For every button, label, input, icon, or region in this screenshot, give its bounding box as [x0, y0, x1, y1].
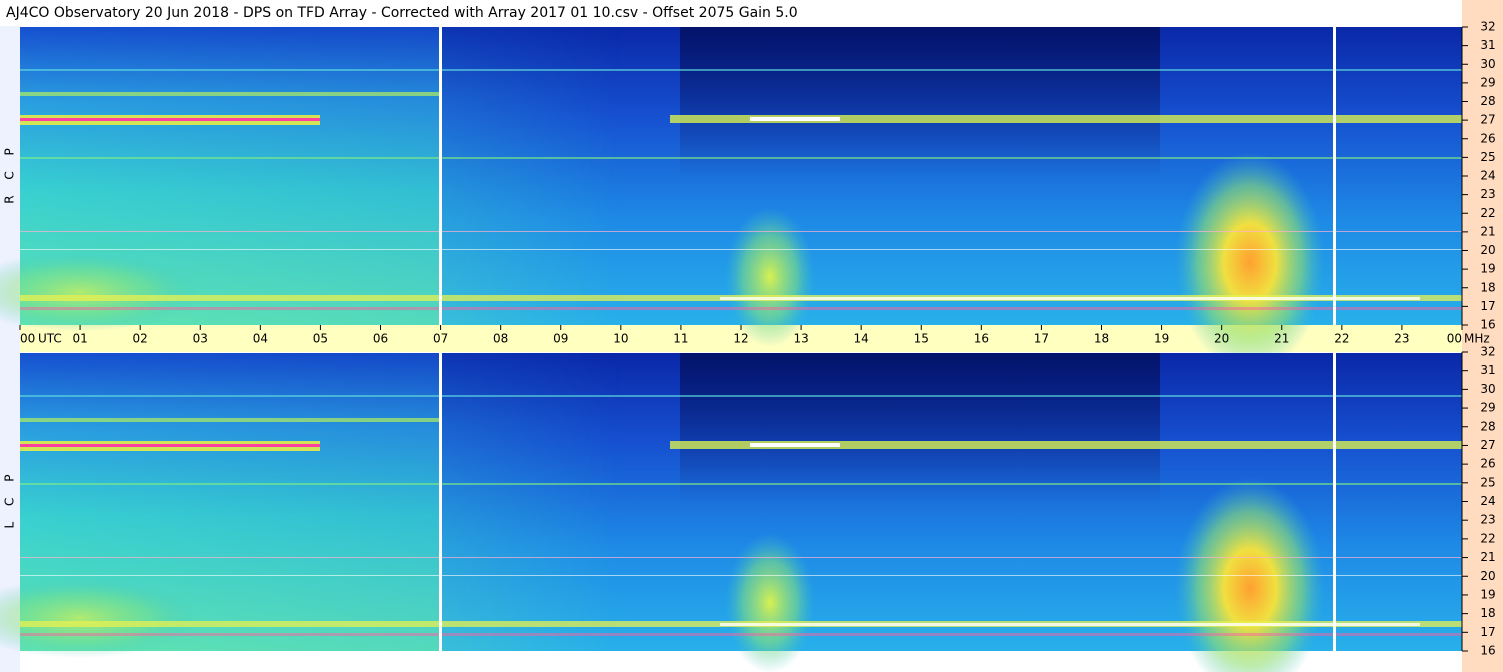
y-tick-label: 29: [1480, 75, 1495, 89]
x-tick-label: 10: [613, 332, 628, 346]
chart-title: AJ4CO Observatory 20 Jun 2018 - DPS on T…: [6, 5, 798, 21]
x-tick-label: 08: [493, 332, 508, 346]
y-tick-label: 24: [1480, 494, 1495, 508]
y-tick-label: 27: [1480, 438, 1495, 452]
y-tick-label: 26: [1480, 131, 1495, 145]
y-tick-label: 28: [1480, 419, 1495, 433]
y-tick-label: 32: [1480, 20, 1495, 34]
x-tick-label: 12: [733, 332, 748, 346]
y-tick-label: 31: [1480, 38, 1495, 52]
y-tick-label: 17: [1480, 299, 1495, 313]
x-tick-label: 06: [373, 332, 388, 346]
y-tick-label: 20: [1480, 243, 1495, 257]
panel-label: L C P: [3, 475, 17, 529]
y-tick-label: 30: [1480, 382, 1495, 396]
y-tick-label: 17: [1480, 625, 1495, 639]
y-tick-label: 21: [1480, 550, 1495, 564]
y-tick-label: 24: [1480, 169, 1495, 183]
x-tick-label: 17: [1034, 332, 1049, 346]
x-tick-label: 14: [854, 332, 869, 346]
y-tick-label: 27: [1480, 113, 1495, 127]
panel-label: R C P: [3, 148, 17, 204]
y-tick-label: 22: [1480, 206, 1495, 220]
y-tick-label: 26: [1480, 457, 1495, 471]
y-tick-label: 20: [1480, 569, 1495, 583]
y-tick-label: 25: [1480, 475, 1495, 489]
y-tick-label: 30: [1480, 57, 1495, 71]
x-tick-label: 21: [1274, 332, 1289, 346]
y-tick-label: 19: [1480, 262, 1495, 276]
y-tick-label: 18: [1480, 280, 1495, 294]
x-tick-label: 16: [974, 332, 989, 346]
y-tick-label: 21: [1480, 224, 1495, 238]
x-tick-label: 09: [553, 332, 568, 346]
y-tick-label: 16: [1480, 644, 1495, 658]
x-tick-label: 07: [433, 332, 448, 346]
x-tick-label: 05: [313, 332, 328, 346]
x-tick-label: 19: [1154, 332, 1169, 346]
x-tick-label: 03: [193, 332, 208, 346]
x-tick-label: 01: [72, 332, 87, 346]
y-tick-label: 31: [1480, 363, 1495, 377]
x-tick-label: 22: [1334, 332, 1349, 346]
y-axis-label: MHz: [1464, 332, 1490, 346]
x-tick-label: 00: [1447, 332, 1462, 346]
x-tick-label: 15: [914, 332, 929, 346]
x-tick-label: 23: [1394, 332, 1409, 346]
x-axis-label: UTC: [38, 332, 62, 346]
y-tick-label: 23: [1480, 513, 1495, 527]
x-tick-label: 18: [1094, 332, 1109, 346]
x-tick-label: 00: [20, 332, 35, 346]
y-tick-label: 29: [1480, 401, 1495, 415]
y-tick-label: 19: [1480, 587, 1495, 601]
y-tick-label: 28: [1480, 94, 1495, 108]
y-tick-label: 22: [1480, 531, 1495, 545]
y-tick-label: 18: [1480, 606, 1495, 620]
x-tick-label: 04: [253, 332, 268, 346]
x-tick-label: 11: [673, 332, 688, 346]
x-tick-label: 20: [1214, 332, 1229, 346]
y-tick-label: 23: [1480, 187, 1495, 201]
y-tick-label: 16: [1480, 318, 1495, 332]
y-tick-label: 25: [1480, 150, 1495, 164]
x-tick-label: 13: [793, 332, 808, 346]
y-tick-label: 32: [1480, 345, 1495, 359]
x-tick-label: 02: [133, 332, 148, 346]
